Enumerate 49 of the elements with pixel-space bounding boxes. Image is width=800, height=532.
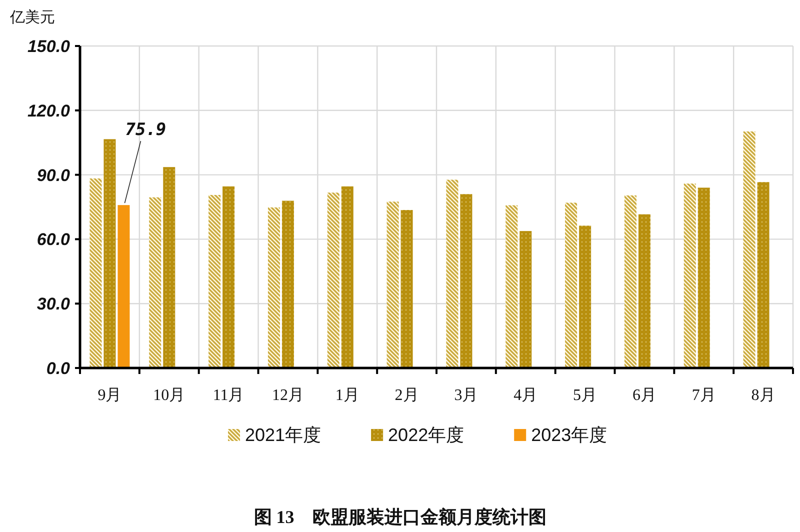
x-tick-label: 12月: [272, 387, 304, 404]
bar: [400, 210, 413, 368]
text: 图 13 欧盟服装进口金额月度统计图: [254, 507, 546, 527]
x-tick-label: 5月: [573, 387, 598, 404]
x-tick-label: 6月: [632, 387, 656, 404]
legend-label: 2023年度: [531, 425, 608, 445]
bar: [520, 231, 532, 368]
x-tick-label: 2月: [394, 387, 419, 404]
data-label: 75.9: [125, 120, 166, 140]
x-tick-label: 9月: [98, 387, 122, 404]
x-tick-label: 11月: [212, 387, 244, 404]
x-tick-label: 4月: [514, 387, 538, 404]
bar: [446, 180, 458, 368]
bar: [506, 205, 518, 368]
bar: [118, 205, 130, 368]
legend-label: 2022年度: [388, 425, 464, 445]
bar: [222, 186, 235, 368]
bar: [624, 195, 636, 368]
y-tick-label: 150.0: [27, 37, 71, 56]
bar: [268, 207, 280, 368]
y-tick-label: 60.0: [36, 230, 71, 250]
x-tick-label: 8月: [751, 387, 776, 404]
x-tick-label: 7月: [692, 387, 716, 404]
x-tick-label: 1月: [335, 387, 360, 404]
bar: [282, 200, 294, 368]
bar: [163, 167, 176, 368]
x-tick-label: 10月: [153, 387, 186, 404]
bar: [460, 194, 472, 368]
bar: [684, 184, 696, 368]
legend-label: 2021年度: [245, 425, 322, 445]
bar: [386, 202, 399, 368]
y-tick-label: 30.0: [36, 294, 71, 314]
y-tick-label: 120.0: [27, 101, 71, 120]
y-tick-label: 90.0: [36, 166, 71, 185]
bar: [638, 214, 650, 368]
bar: [90, 178, 102, 368]
bar: [104, 139, 116, 368]
bar: [757, 182, 770, 368]
bar: [149, 197, 162, 368]
x-tick-label: 3月: [454, 387, 478, 404]
y-tick-label: 0.0: [46, 359, 71, 378]
bar: [743, 131, 756, 368]
bar: [698, 188, 710, 368]
bar: [327, 192, 340, 368]
y-axis-title: 亿美元: [9, 9, 55, 26]
bar: [579, 226, 592, 368]
bar: [341, 186, 354, 368]
bar: [208, 194, 221, 368]
bar: [565, 202, 578, 368]
